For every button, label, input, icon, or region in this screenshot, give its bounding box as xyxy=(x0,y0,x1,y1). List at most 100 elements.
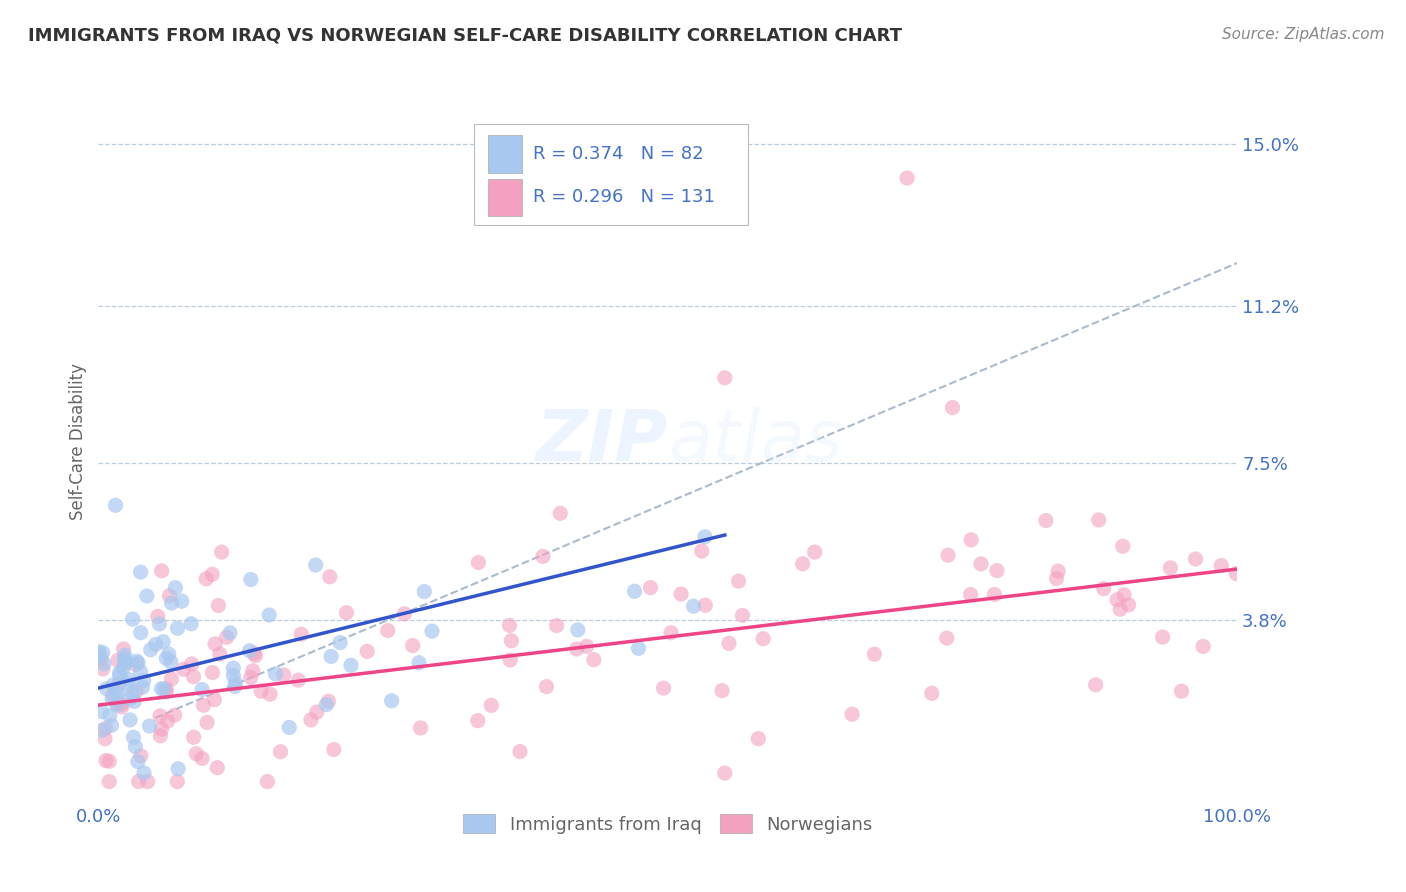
Point xyxy=(122,730,145,744)
Point xyxy=(125,684,148,698)
Point xyxy=(193,698,215,713)
Point xyxy=(1118,598,1140,612)
Point xyxy=(222,668,245,682)
Point xyxy=(138,719,160,733)
Point xyxy=(329,635,352,649)
Point xyxy=(256,774,278,789)
Point xyxy=(250,684,273,698)
Point xyxy=(150,564,173,578)
Point xyxy=(98,774,121,789)
Point xyxy=(731,608,754,623)
Point xyxy=(467,556,489,570)
Point xyxy=(290,627,312,641)
Point xyxy=(224,675,246,690)
Point xyxy=(1170,684,1192,698)
Point xyxy=(669,587,692,601)
Point xyxy=(105,698,128,712)
Point xyxy=(89,649,111,664)
Point xyxy=(986,564,1008,578)
Point xyxy=(110,697,132,711)
Point xyxy=(159,655,181,669)
Point xyxy=(104,498,127,512)
Point xyxy=(546,618,568,632)
Point xyxy=(575,640,598,654)
Y-axis label: Self-Care Disability: Self-Care Disability xyxy=(69,363,87,520)
Point xyxy=(242,664,264,678)
Point xyxy=(201,665,224,680)
Point xyxy=(499,653,522,667)
Point xyxy=(150,722,173,736)
Point xyxy=(582,653,605,667)
Point xyxy=(127,755,149,769)
Point xyxy=(322,742,344,756)
Point xyxy=(145,637,167,651)
Point xyxy=(659,625,682,640)
Point xyxy=(305,558,328,572)
Point xyxy=(219,626,242,640)
Point xyxy=(321,649,343,664)
Point xyxy=(127,656,149,670)
Point xyxy=(112,652,135,666)
Point xyxy=(682,599,704,614)
Point xyxy=(273,668,295,682)
Point xyxy=(1092,582,1115,596)
Point xyxy=(479,698,502,713)
Point xyxy=(155,685,177,699)
Point xyxy=(120,713,142,727)
Text: atlas: atlas xyxy=(668,407,842,476)
Point xyxy=(125,654,148,668)
Point xyxy=(155,681,177,696)
Point xyxy=(105,686,128,700)
Point xyxy=(257,607,280,622)
Point xyxy=(1211,558,1233,573)
Point xyxy=(747,731,769,746)
Point xyxy=(270,745,292,759)
Point xyxy=(627,641,650,656)
Point xyxy=(114,648,136,663)
Point xyxy=(420,624,443,639)
Point xyxy=(118,673,141,687)
Point xyxy=(222,661,245,675)
Text: R = 0.296   N = 131: R = 0.296 N = 131 xyxy=(533,188,716,206)
Point xyxy=(170,594,193,608)
Point xyxy=(91,662,114,676)
Point xyxy=(1159,561,1181,575)
Point xyxy=(335,606,357,620)
Point xyxy=(105,697,128,711)
Point xyxy=(111,700,134,714)
Point xyxy=(125,657,148,672)
Point xyxy=(132,766,155,780)
Point xyxy=(93,657,115,671)
Point xyxy=(960,533,983,547)
Point xyxy=(118,691,141,706)
Point xyxy=(108,668,131,682)
Point xyxy=(163,708,186,723)
Point xyxy=(153,682,176,697)
Point xyxy=(96,681,118,696)
Point xyxy=(315,698,337,712)
Point xyxy=(124,694,146,708)
Point xyxy=(112,661,135,675)
Point xyxy=(124,739,146,754)
Point xyxy=(319,570,342,584)
Point xyxy=(413,584,436,599)
Point xyxy=(695,598,717,612)
Point xyxy=(166,621,188,635)
Point xyxy=(841,707,863,722)
Point xyxy=(299,713,322,727)
Point xyxy=(1107,592,1129,607)
Point xyxy=(710,683,733,698)
Point xyxy=(118,677,141,691)
Point xyxy=(245,648,267,663)
Legend: Immigrants from Iraq, Norwegians: Immigrants from Iraq, Norwegians xyxy=(456,807,880,841)
Point xyxy=(166,774,188,789)
Point xyxy=(129,748,152,763)
Point xyxy=(1192,640,1215,654)
Point xyxy=(936,548,959,562)
Text: R = 0.374   N = 82: R = 0.374 N = 82 xyxy=(533,145,704,163)
Point xyxy=(1045,572,1067,586)
Point xyxy=(114,657,136,671)
Point xyxy=(195,572,218,586)
Point xyxy=(112,642,135,657)
Point xyxy=(108,677,131,691)
